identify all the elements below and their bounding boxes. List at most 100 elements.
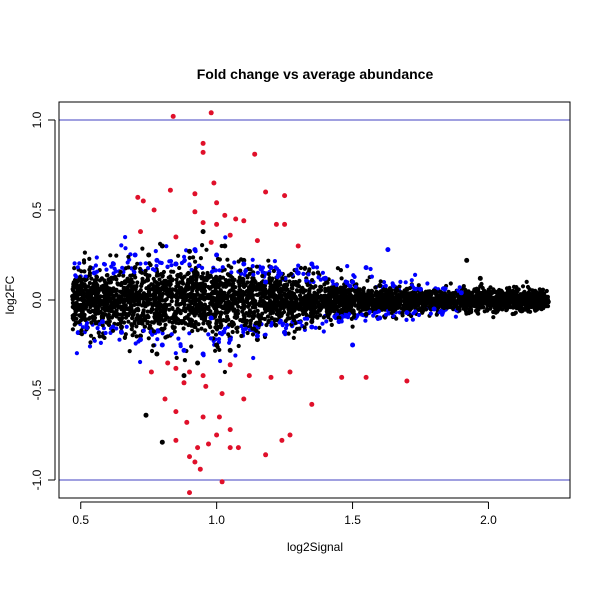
point-high_fold_change	[187, 490, 192, 496]
cloud-point	[126, 265, 131, 270]
cloud-point	[146, 336, 151, 341]
point-not_significant	[464, 257, 470, 263]
cloud-point	[82, 250, 87, 255]
x-tick-label: 1.5	[344, 513, 361, 527]
cloud-point	[223, 235, 228, 240]
point-high_fold_change	[151, 207, 157, 213]
cloud-point	[150, 292, 156, 298]
point-significant	[309, 324, 315, 330]
cloud-point	[311, 309, 316, 314]
cloud-point	[285, 316, 290, 321]
cloud-point	[387, 286, 393, 291]
cloud-point	[203, 328, 208, 333]
cloud-point	[462, 304, 467, 310]
cloud-point	[86, 316, 91, 321]
cloud-point	[105, 320, 110, 325]
cloud-point	[321, 329, 326, 334]
cloud-point	[243, 268, 248, 273]
cloud-point	[213, 314, 218, 319]
cloud-point	[144, 286, 149, 291]
point-high_fold_change	[214, 200, 220, 206]
cloud-point	[343, 294, 348, 299]
cloud-point	[499, 288, 504, 293]
cloud-point	[351, 273, 356, 278]
cloud-point	[285, 287, 290, 292]
cloud-point	[280, 276, 285, 281]
cloud-point	[339, 285, 344, 291]
cloud-point	[445, 295, 450, 300]
cloud-point	[182, 258, 187, 263]
cloud-point	[455, 294, 460, 299]
cloud-point	[252, 309, 257, 315]
cloud-point	[232, 285, 237, 290]
cloud-point	[347, 302, 352, 307]
cloud-point	[475, 310, 480, 315]
cloud-point	[241, 306, 246, 311]
cloud-point	[155, 337, 160, 342]
cloud-point	[145, 321, 150, 326]
point-high_fold_change	[187, 454, 192, 460]
cloud-point	[160, 327, 165, 333]
cloud-point	[505, 290, 510, 295]
cloud-point	[443, 292, 448, 297]
point-high_fold_change	[200, 414, 206, 420]
cloud-point	[163, 314, 169, 319]
point-high_fold_change	[216, 414, 222, 420]
cloud-point	[159, 295, 164, 300]
cloud-point	[174, 277, 179, 282]
cloud-point	[531, 291, 536, 296]
cloud-point	[131, 269, 136, 274]
cloud-point	[423, 302, 428, 307]
cloud-point	[370, 303, 375, 308]
x-axis: 0.5 1.0 1.5 2.0	[72, 501, 497, 527]
chart-title: Fold change vs average abundance	[197, 66, 434, 82]
cloud-point	[223, 295, 228, 300]
point-high_fold_change	[138, 229, 143, 235]
cloud-point	[207, 323, 212, 328]
cloud-point	[423, 307, 429, 312]
cloud-point	[74, 282, 79, 287]
cloud-point	[140, 276, 145, 281]
cloud-point	[190, 292, 195, 297]
point-significant	[119, 329, 124, 335]
cloud-point	[195, 271, 200, 276]
cloud-point	[302, 325, 307, 330]
cloud-point	[414, 300, 419, 306]
cloud-point	[248, 318, 253, 323]
cloud-point	[234, 326, 239, 331]
cloud-point	[181, 319, 186, 325]
cloud-point	[286, 331, 291, 336]
cloud-point	[336, 309, 341, 314]
cloud-point	[181, 326, 186, 331]
cloud-point	[98, 340, 103, 345]
cloud-point	[426, 293, 431, 299]
cloud-point	[188, 317, 193, 322]
cloud-point	[255, 270, 260, 275]
cloud-point	[94, 274, 99, 279]
cloud-point	[126, 319, 131, 324]
cloud-point	[94, 320, 99, 325]
cloud-point	[309, 303, 314, 309]
cloud-point	[243, 321, 249, 326]
point-not_significant	[404, 286, 410, 292]
cloud-point	[522, 289, 527, 294]
cloud-point	[176, 253, 181, 258]
cloud-point	[324, 319, 329, 324]
cloud-point	[254, 292, 259, 297]
cloud-point	[316, 288, 321, 293]
point-high_fold_change	[227, 362, 233, 368]
cloud-point	[117, 316, 122, 322]
cloud-point	[533, 295, 538, 300]
cloud-point	[260, 292, 265, 298]
cloud-point	[286, 301, 291, 306]
cloud-point	[167, 319, 172, 324]
point-high_fold_change	[181, 380, 187, 386]
cloud-point	[257, 282, 262, 287]
cloud-point	[236, 259, 241, 264]
cloud-point	[514, 285, 519, 290]
cloud-point	[82, 282, 87, 287]
cloud-point	[310, 278, 315, 283]
cloud-point	[292, 291, 297, 296]
cloud-point	[217, 314, 223, 320]
cloud-point	[140, 246, 145, 251]
